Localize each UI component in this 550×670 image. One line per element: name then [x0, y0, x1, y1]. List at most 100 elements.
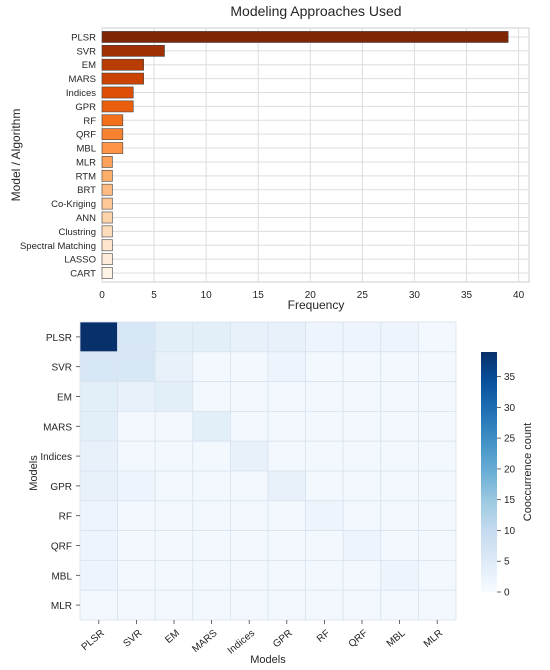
heatmap-cell	[380, 351, 419, 382]
heatmap-cell	[117, 321, 156, 353]
heatmap-cell	[117, 440, 156, 472]
heatmap-cell	[154, 410, 194, 442]
heatmap-x-tick-label: PLSR	[80, 628, 107, 653]
heatmap-cell	[305, 470, 344, 502]
heatmap-cell	[117, 381, 156, 412]
heatmap-cell	[417, 351, 457, 382]
bar-y-tick-label: BRT	[77, 185, 96, 196]
heatmap-cell	[229, 381, 269, 412]
heatmap-y-tick-label: PLSR	[46, 333, 72, 344]
bar-y-tick-label: QRF	[76, 130, 96, 141]
bar-y-tick-label: EM	[82, 60, 96, 71]
heatmap-cell	[117, 500, 156, 531]
heatmap-cell	[117, 560, 156, 591]
heatmap-cell	[267, 440, 306, 472]
heatmap-cell	[229, 440, 269, 472]
heatmap-y-tick-label: EM	[57, 393, 72, 404]
bar	[101, 183, 113, 196]
heatmap-cell	[342, 381, 382, 412]
heatmap-cell	[154, 351, 194, 382]
heatmap-cell	[267, 470, 306, 502]
heatmap-cell	[417, 560, 457, 591]
heatmap-cell	[305, 500, 344, 531]
heatmap-cell	[305, 321, 344, 353]
bar	[101, 72, 144, 85]
heatmap-y-tick-label: Indices	[40, 452, 72, 463]
heatmap-cell	[79, 500, 118, 531]
heatmap-cell	[267, 500, 306, 531]
heatmap-x-tick-label: GPR	[271, 628, 295, 650]
bar	[101, 267, 113, 279]
colorbar-tick-label: 5	[504, 557, 510, 568]
heatmap-cell	[342, 589, 382, 621]
bar	[101, 100, 134, 113]
bar	[101, 197, 113, 210]
bar-x-tick-label: 5	[151, 290, 157, 301]
heatmap-y-axis-label: Models	[28, 455, 40, 491]
heatmap-cell	[154, 560, 194, 591]
heatmap-cell	[305, 410, 344, 442]
bar-y-tick-label: SVR	[76, 46, 96, 57]
heatmap-cell	[342, 560, 382, 591]
heatmap-cell	[117, 530, 156, 561]
bar-y-tick-label: MARS	[69, 74, 96, 85]
heatmap: PLSR SVR EM MARS Indices GPR RF QRF MBL MLR PLSR S…	[28, 321, 534, 666]
heatmap-cell	[79, 410, 118, 442]
heatmap-cell	[192, 589, 231, 621]
colorbar-tick-label: 15	[504, 495, 516, 506]
heatmap-cell	[79, 589, 118, 621]
heatmap-cell	[417, 470, 457, 502]
heatmap-cell	[79, 381, 118, 412]
colorbar-tick-label: 30	[504, 403, 516, 414]
bar-y-tick-label: RTM	[76, 171, 96, 182]
heatmap-x-tick-label: EM	[163, 628, 182, 646]
heatmap-cell	[229, 351, 269, 382]
heatmap-y-tick-label: MLR	[51, 601, 72, 612]
bar-y-tick-label: GPR	[75, 102, 96, 113]
heatmap-cell	[192, 500, 231, 531]
bar-y-tick-label: MBL	[76, 144, 96, 155]
heatmap-cell	[380, 500, 419, 531]
heatmap-y-tick-label: SVR	[51, 363, 72, 374]
colorbar-tick-label: 10	[504, 526, 516, 537]
heatmap-cell	[117, 410, 156, 442]
bar	[101, 128, 124, 141]
heatmap-cell	[305, 351, 344, 382]
heatmap-cell	[79, 470, 118, 502]
heatmap-cell	[79, 351, 118, 382]
heatmap-x-tick-label: QRF	[347, 628, 370, 650]
bar	[101, 169, 113, 182]
heatmap-cell	[154, 589, 194, 621]
heatmap-cell	[417, 500, 457, 531]
heatmap-cell	[267, 530, 306, 561]
heatmap-y-tick-label: GPR	[50, 482, 72, 493]
heatmap-cell	[305, 589, 344, 621]
heatmap-cell	[380, 589, 419, 621]
colorbar-tick-label: 20	[504, 464, 516, 475]
heatmap-cell	[417, 440, 457, 472]
heatmap-cell	[117, 351, 156, 382]
bar-y-axis-label: Model / Algorithm	[9, 109, 23, 202]
bar-y-tick-label: Co-Kriging	[51, 199, 96, 210]
heatmap-x-tick-label: RF	[315, 628, 332, 645]
heatmap-cell	[267, 410, 306, 442]
heatmap-cell	[380, 560, 419, 591]
heatmap-cell	[229, 589, 269, 621]
heatmap-cell	[417, 321, 457, 353]
heatmap-cell	[154, 440, 194, 472]
bar-x-tick-label: 30	[409, 290, 421, 301]
heatmap-cell	[380, 381, 419, 412]
heatmap-cell	[417, 530, 457, 561]
bar	[101, 156, 113, 168]
heatmap-x-tick-label: SVR	[122, 628, 145, 650]
heatmap-cell	[342, 470, 382, 502]
bar	[101, 58, 144, 71]
heatmap-cell	[342, 410, 382, 442]
heatmap-cell	[192, 530, 231, 561]
heatmap-cell	[342, 530, 382, 561]
heatmap-cell	[380, 410, 419, 442]
heatmap-cell	[192, 381, 231, 412]
bar	[101, 31, 509, 43]
bar	[101, 225, 113, 238]
heatmap-cell	[192, 560, 231, 591]
